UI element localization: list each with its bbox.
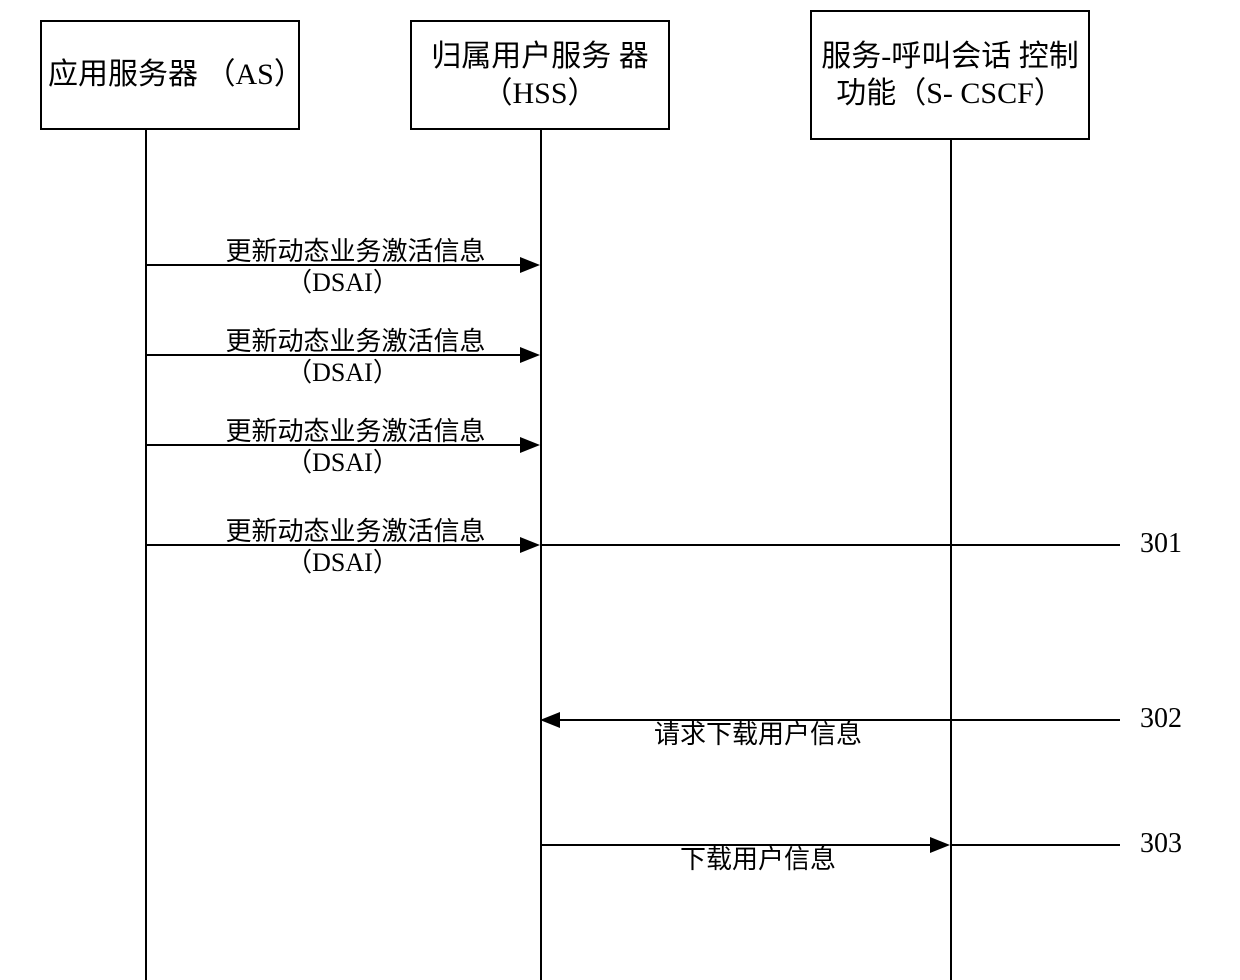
msg-6-arrow: [0, 0, 1240, 980]
sequence-diagram: 应用服务器 （AS） 归属用户服务 器（HSS） 服务-呼叫会话 控制功能（S-…: [0, 0, 1240, 980]
step-303: 303: [1140, 828, 1182, 860]
